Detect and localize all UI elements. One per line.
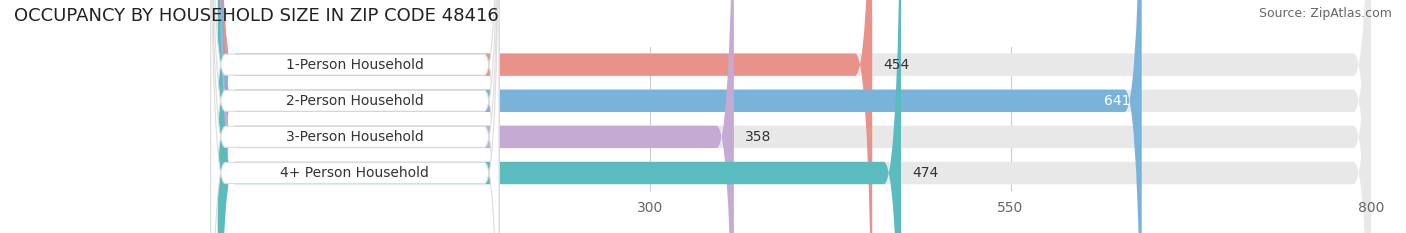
FancyBboxPatch shape xyxy=(218,0,1142,233)
FancyBboxPatch shape xyxy=(218,0,1371,233)
Text: 454: 454 xyxy=(884,58,910,72)
FancyBboxPatch shape xyxy=(218,0,901,233)
Text: 474: 474 xyxy=(912,166,939,180)
FancyBboxPatch shape xyxy=(218,0,1371,233)
FancyBboxPatch shape xyxy=(218,0,1371,233)
Text: 4+ Person Household: 4+ Person Household xyxy=(280,166,429,180)
Text: Source: ZipAtlas.com: Source: ZipAtlas.com xyxy=(1258,7,1392,20)
Text: OCCUPANCY BY HOUSEHOLD SIZE IN ZIP CODE 48416: OCCUPANCY BY HOUSEHOLD SIZE IN ZIP CODE … xyxy=(14,7,499,25)
Text: 3-Person Household: 3-Person Household xyxy=(285,130,423,144)
Text: 641: 641 xyxy=(1104,94,1130,108)
FancyBboxPatch shape xyxy=(211,0,499,233)
Text: 2-Person Household: 2-Person Household xyxy=(285,94,423,108)
Text: 1-Person Household: 1-Person Household xyxy=(285,58,423,72)
FancyBboxPatch shape xyxy=(218,0,734,233)
FancyBboxPatch shape xyxy=(218,0,872,233)
FancyBboxPatch shape xyxy=(211,0,499,233)
FancyBboxPatch shape xyxy=(211,0,499,233)
FancyBboxPatch shape xyxy=(211,0,499,233)
FancyBboxPatch shape xyxy=(218,0,1371,233)
Text: 358: 358 xyxy=(745,130,772,144)
